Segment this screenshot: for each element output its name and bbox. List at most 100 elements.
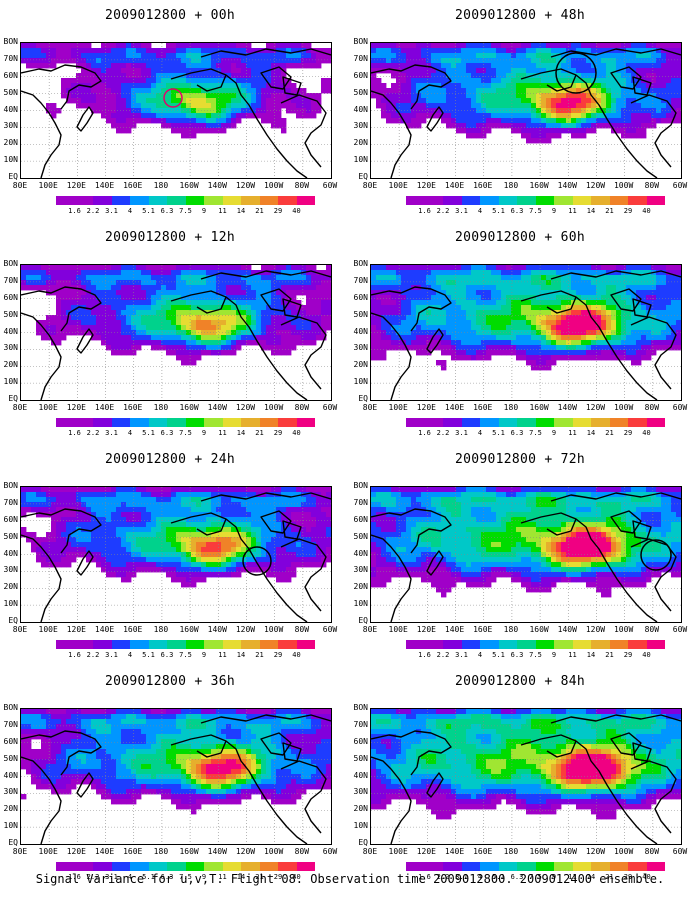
field-cell xyxy=(151,487,157,493)
field-cell xyxy=(546,340,552,346)
field-cell xyxy=(226,265,232,271)
field-cell xyxy=(671,93,677,99)
field-cell xyxy=(41,320,47,326)
field-cell xyxy=(496,108,502,114)
y-tick-label: 10N xyxy=(353,155,368,165)
field-cell xyxy=(116,265,122,271)
field-cell xyxy=(281,128,287,134)
field-cell xyxy=(61,522,67,528)
field-cell xyxy=(251,280,257,286)
field-cell xyxy=(586,300,592,306)
field-cell xyxy=(236,43,242,49)
field-cell xyxy=(266,113,272,119)
field-cell xyxy=(46,270,52,276)
field-cell xyxy=(526,113,532,119)
field-cell xyxy=(276,290,282,296)
field-cell xyxy=(636,88,642,94)
field-cell xyxy=(591,270,597,276)
field-cell xyxy=(321,502,327,508)
field-cell xyxy=(321,497,327,503)
field-cell xyxy=(161,275,167,281)
colorbar-label: 5.1 xyxy=(492,207,505,215)
field-cell xyxy=(61,492,67,498)
field-cell xyxy=(86,522,92,528)
field-cell xyxy=(26,265,32,271)
field-cell xyxy=(176,108,182,114)
field-cell xyxy=(616,53,622,59)
field-cell xyxy=(321,507,327,513)
field-cell xyxy=(21,502,27,508)
field-cell xyxy=(191,93,197,99)
field-cell xyxy=(271,63,277,69)
field-cell xyxy=(496,320,502,326)
field-cell xyxy=(506,310,512,316)
field-cell xyxy=(411,43,417,49)
field-cell xyxy=(166,58,172,64)
field-cell xyxy=(81,88,87,94)
field-cell xyxy=(556,340,562,346)
field-cell xyxy=(211,280,217,286)
field-cell xyxy=(516,335,522,341)
field-cell xyxy=(401,285,407,291)
colorbar-swatch xyxy=(535,418,554,427)
field-cell xyxy=(116,73,122,79)
field-cell xyxy=(141,285,147,291)
field-cell xyxy=(291,290,297,296)
field-cell xyxy=(41,512,47,518)
colorbar-label: 6.3 xyxy=(510,429,524,437)
coastline xyxy=(282,76,302,96)
field-cell xyxy=(521,103,527,109)
field-cell xyxy=(96,265,102,271)
field-cell xyxy=(456,103,462,109)
field-cell xyxy=(506,325,512,331)
field-cell xyxy=(171,93,177,99)
field-cell xyxy=(626,133,632,139)
field-cell xyxy=(216,58,222,64)
field-cell xyxy=(291,517,297,523)
field-cell xyxy=(296,53,302,59)
field-cell xyxy=(241,98,247,104)
field-cell xyxy=(251,48,257,54)
field-cell xyxy=(651,310,657,316)
field-cell xyxy=(76,300,82,306)
field-cell xyxy=(146,108,152,114)
field-cell xyxy=(616,310,622,316)
field-cell xyxy=(201,63,207,69)
field-cell xyxy=(391,290,397,296)
field-cell xyxy=(31,502,37,508)
field-cell xyxy=(436,73,442,79)
field-cell xyxy=(421,300,427,306)
field-cell xyxy=(201,527,207,533)
field-cell xyxy=(636,133,642,139)
field-cell xyxy=(481,78,487,84)
field-cell xyxy=(311,98,317,104)
coastline xyxy=(196,74,227,92)
coastline xyxy=(280,316,327,390)
field-cell xyxy=(461,320,467,326)
field-cell xyxy=(376,285,382,291)
field-cell xyxy=(516,350,522,356)
field-cell xyxy=(21,487,27,493)
field-cell xyxy=(266,88,272,94)
field-cell xyxy=(66,48,72,54)
field-cell xyxy=(611,88,617,94)
field-cell xyxy=(546,270,552,276)
field-cell xyxy=(541,43,547,49)
field-cell xyxy=(26,532,32,538)
x-tick-label: 100W xyxy=(613,181,634,190)
field-cell xyxy=(231,320,237,326)
colorbar-label: 29 xyxy=(623,429,633,437)
field-cell xyxy=(611,78,617,84)
field-cell xyxy=(286,350,292,356)
field-cell xyxy=(76,320,82,326)
field-cell xyxy=(101,512,107,518)
field-cell xyxy=(476,330,482,336)
field-cell xyxy=(111,270,117,276)
field-cell xyxy=(316,502,322,508)
field-cell xyxy=(236,527,242,533)
field-cell xyxy=(606,58,612,64)
field-cell xyxy=(516,310,522,316)
field-cell xyxy=(166,83,172,89)
field-cell xyxy=(146,118,152,124)
field-cell xyxy=(671,118,677,124)
